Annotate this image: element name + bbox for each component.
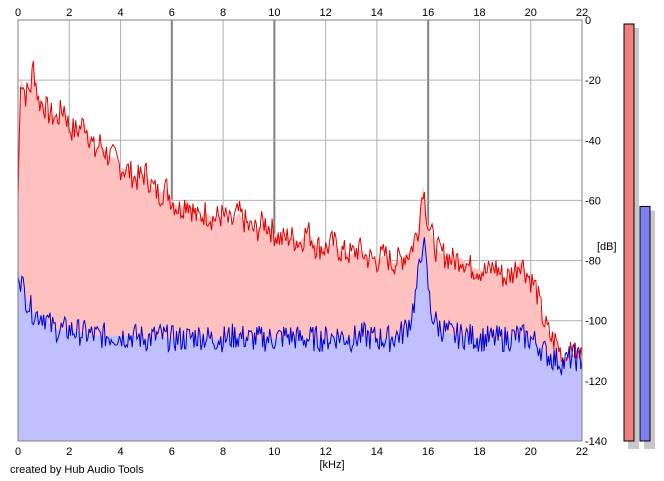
level-meter-bar bbox=[639, 205, 651, 442]
y-tick-label: -20 bbox=[585, 75, 601, 87]
x-tick-label-top: 6 bbox=[169, 7, 175, 19]
x-tick-label-bottom: 0 bbox=[15, 446, 21, 458]
x-tick-label-bottom: 18 bbox=[473, 446, 485, 458]
x-axis-bottom-ticks: 0 2 4 6 8 10 12 14 16 18 20 22 bbox=[15, 446, 588, 458]
x-tick-label-bottom: 6 bbox=[169, 446, 175, 458]
x-tick-label-top: 22 bbox=[576, 7, 588, 19]
x-tick-label-bottom: 22 bbox=[576, 446, 588, 458]
x-tick-label-bottom: 8 bbox=[220, 446, 226, 458]
x-tick-label-bottom: 12 bbox=[320, 446, 332, 458]
plot-frame bbox=[17, 19, 583, 442]
plot-border bbox=[17, 19, 583, 442]
x-tick-label-top: 20 bbox=[525, 7, 537, 19]
x-tick-label-bottom: 16 bbox=[422, 446, 434, 458]
series-line bbox=[18, 60, 582, 370]
x-tick-label-bottom: 4 bbox=[117, 446, 123, 458]
y-tick-label: -100 bbox=[585, 316, 607, 328]
x-tick-label-bottom: 14 bbox=[371, 446, 383, 458]
y-axis-ticks: 0 -20 -40 -60 -80 -100 -120 -140 bbox=[585, 15, 607, 448]
x-tick-label-top: 2 bbox=[66, 7, 72, 19]
x-tick-label-bottom: 20 bbox=[525, 446, 537, 458]
level-meters bbox=[623, 23, 655, 449]
series-area bbox=[18, 236, 582, 441]
x-tick-label-top: 4 bbox=[117, 7, 123, 19]
level-meter-bar bbox=[623, 23, 635, 442]
x-tick-label-top: 14 bbox=[371, 7, 383, 19]
x-tick-label-top: 12 bbox=[320, 7, 332, 19]
x-tick-label-top: 16 bbox=[422, 7, 434, 19]
x-tick-label-top: 10 bbox=[268, 7, 280, 19]
x-axis-label: [kHz] bbox=[319, 459, 344, 471]
y-tick-label: 0 bbox=[585, 15, 591, 27]
x-axis-top-ticks: 0 2 4 6 8 10 12 14 16 18 20 22 bbox=[15, 7, 588, 19]
y-tick-label: -120 bbox=[585, 376, 607, 388]
x-tick-label-top: 8 bbox=[220, 7, 226, 19]
series-layer bbox=[18, 60, 582, 441]
y-tick-label: -60 bbox=[585, 195, 601, 207]
y-axis-label: [dB] bbox=[597, 241, 617, 253]
series bbox=[18, 236, 582, 441]
x-tick-label-bottom: 10 bbox=[268, 446, 280, 458]
y-tick-label: -80 bbox=[585, 256, 601, 268]
footer-credit: created by Hub Audio Tools bbox=[10, 464, 144, 476]
x-tick-label-bottom: 2 bbox=[66, 446, 72, 458]
y-tick-label: -40 bbox=[585, 135, 601, 147]
x-tick-label-top: 18 bbox=[473, 7, 485, 19]
x-tick-label-top: 0 bbox=[15, 7, 21, 19]
series-line bbox=[18, 237, 582, 376]
y-tick-label: -140 bbox=[585, 436, 607, 448]
